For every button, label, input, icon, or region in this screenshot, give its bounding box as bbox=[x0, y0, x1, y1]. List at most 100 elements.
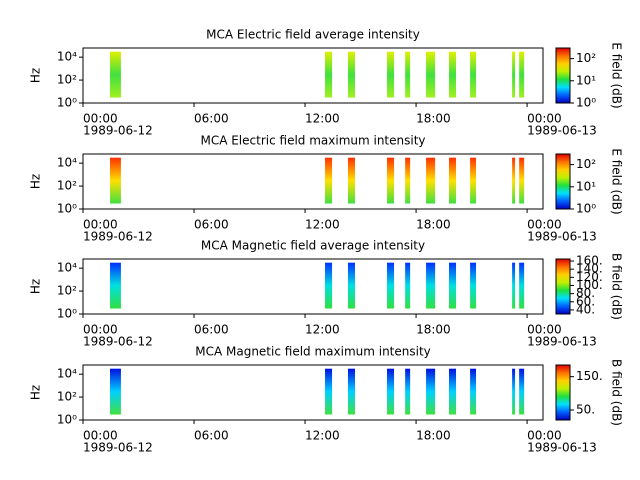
y-tick-label: 10⁰ bbox=[57, 202, 77, 216]
spectrum-segment bbox=[110, 157, 121, 204]
colorbar-tick-label: 140. bbox=[576, 262, 603, 276]
spectrum-segment bbox=[449, 262, 457, 309]
x-tick-label: 00:00 bbox=[83, 218, 118, 232]
x-tick-label: 18:00 bbox=[416, 323, 451, 337]
spectrum-segment bbox=[405, 262, 411, 309]
x-tick-date: 1989-06-12 bbox=[83, 335, 153, 349]
x-tick-label: 06:00 bbox=[194, 112, 229, 126]
x-tick-date: 1989-06-12 bbox=[83, 230, 153, 244]
plot-frame bbox=[82, 258, 544, 315]
spectrum-segment bbox=[426, 368, 436, 415]
y-axis-label: Hz bbox=[29, 385, 43, 400]
colorbar-tick-label: 10⁰ bbox=[576, 96, 596, 110]
colorbar-tick-label: 160. bbox=[576, 254, 603, 268]
spectrum-segment bbox=[512, 51, 516, 98]
x-tick-label: 12:00 bbox=[305, 112, 340, 126]
plot-frame bbox=[82, 153, 544, 210]
colorbar-tick-label: 100. bbox=[576, 278, 603, 292]
colorbar bbox=[555, 364, 571, 421]
x-tick-label: 06:00 bbox=[194, 218, 229, 232]
colorbar bbox=[555, 47, 571, 104]
x-tick-label: 00:00 bbox=[527, 112, 562, 126]
plot-frame bbox=[82, 364, 544, 421]
colorbar bbox=[555, 258, 571, 315]
spectrum-segment bbox=[426, 51, 436, 98]
spectrum-segment bbox=[347, 157, 356, 204]
y-tick-label: 10² bbox=[57, 73, 77, 87]
x-tick-label: 06:00 bbox=[194, 429, 229, 443]
x-tick-date: 1989-06-12 bbox=[83, 441, 153, 455]
colorbar-tick-label: 150. bbox=[576, 369, 603, 383]
spectrum-segment bbox=[519, 262, 525, 309]
y-tick-label: 10⁰ bbox=[57, 413, 77, 427]
spectrum-segment bbox=[387, 157, 395, 204]
y-tick-label: 10² bbox=[57, 284, 77, 298]
spectrum-segment bbox=[470, 368, 477, 415]
spectrum-segment bbox=[519, 157, 525, 204]
x-tick-label: 00:00 bbox=[527, 323, 562, 337]
x-tick-date: 1989-06-13 bbox=[527, 335, 597, 349]
y-tick-label: 10⁴ bbox=[57, 156, 77, 170]
spectrum-segment bbox=[519, 51, 525, 98]
colorbar-label: B field (dB) bbox=[610, 359, 624, 426]
colorbar-tick-label: 40. bbox=[576, 302, 595, 316]
y-tick-label: 10⁴ bbox=[57, 261, 77, 275]
spectrum-segment bbox=[325, 368, 333, 415]
x-tick-date: 1989-06-12 bbox=[83, 124, 153, 138]
spectrum-segment bbox=[347, 262, 356, 309]
spectrum-segment bbox=[325, 157, 333, 204]
y-axis-label: Hz bbox=[29, 279, 43, 294]
colorbar-tick-label: 60. bbox=[576, 294, 595, 308]
spectrum-segment bbox=[325, 262, 333, 309]
spectrum-segment bbox=[405, 368, 411, 415]
panel-title: MCA Electric field average intensity bbox=[206, 28, 420, 42]
y-axis-label: Hz bbox=[29, 68, 43, 83]
panel-title: MCA Electric field maximum intensity bbox=[200, 134, 425, 148]
colorbar-tick-label: 50. bbox=[576, 403, 595, 417]
panel-title: MCA Magnetic field average intensity bbox=[201, 239, 425, 253]
x-tick-label: 18:00 bbox=[416, 112, 451, 126]
spectrum-segment bbox=[449, 368, 457, 415]
spectrum-segment bbox=[325, 51, 333, 98]
spectrum-segment bbox=[110, 51, 121, 98]
x-tick-label: 00:00 bbox=[83, 323, 118, 337]
x-tick-label: 00:00 bbox=[527, 429, 562, 443]
y-tick-label: 10⁴ bbox=[57, 367, 77, 381]
spectrum-segment bbox=[512, 368, 516, 415]
colorbar-label: B field (dB) bbox=[610, 253, 624, 320]
colorbar-tick-label: 10¹ bbox=[576, 179, 596, 193]
x-tick-label: 12:00 bbox=[305, 429, 340, 443]
plot-frame bbox=[82, 47, 544, 104]
colorbar-label: E field (dB) bbox=[610, 148, 624, 214]
x-tick-label: 18:00 bbox=[416, 218, 451, 232]
spectrum-segment bbox=[387, 368, 395, 415]
spectrum-segment bbox=[512, 157, 516, 204]
y-tick-label: 10⁰ bbox=[57, 307, 77, 321]
x-tick-label: 12:00 bbox=[305, 218, 340, 232]
spectrum-segment bbox=[512, 262, 516, 309]
x-tick-label: 12:00 bbox=[305, 323, 340, 337]
colorbar-tick-label: 10² bbox=[576, 157, 596, 171]
spectrum-segment bbox=[387, 262, 395, 309]
spectrum-segment bbox=[449, 51, 457, 98]
spectrum-segment bbox=[449, 157, 457, 204]
spectrum-segment bbox=[426, 262, 436, 309]
spectrum-segment bbox=[405, 51, 411, 98]
spectrum-segment bbox=[110, 368, 121, 415]
colorbar bbox=[555, 153, 571, 210]
y-tick-label: 10² bbox=[57, 390, 77, 404]
y-tick-label: 10⁴ bbox=[57, 50, 77, 64]
colorbar-label: E field (dB) bbox=[610, 42, 624, 108]
spectrum-segment bbox=[470, 51, 477, 98]
x-tick-label: 00:00 bbox=[527, 218, 562, 232]
spectrum-segment bbox=[519, 368, 525, 415]
spectrum-segment bbox=[470, 262, 477, 309]
x-tick-date: 1989-06-13 bbox=[527, 441, 597, 455]
colorbar-tick-label: 120. bbox=[576, 270, 603, 284]
x-tick-date: 1989-06-13 bbox=[527, 230, 597, 244]
y-tick-label: 10⁰ bbox=[57, 96, 77, 110]
y-axis-label: Hz bbox=[29, 174, 43, 189]
spectrum-segment bbox=[347, 368, 356, 415]
colorbar-tick-label: 10² bbox=[576, 51, 596, 65]
